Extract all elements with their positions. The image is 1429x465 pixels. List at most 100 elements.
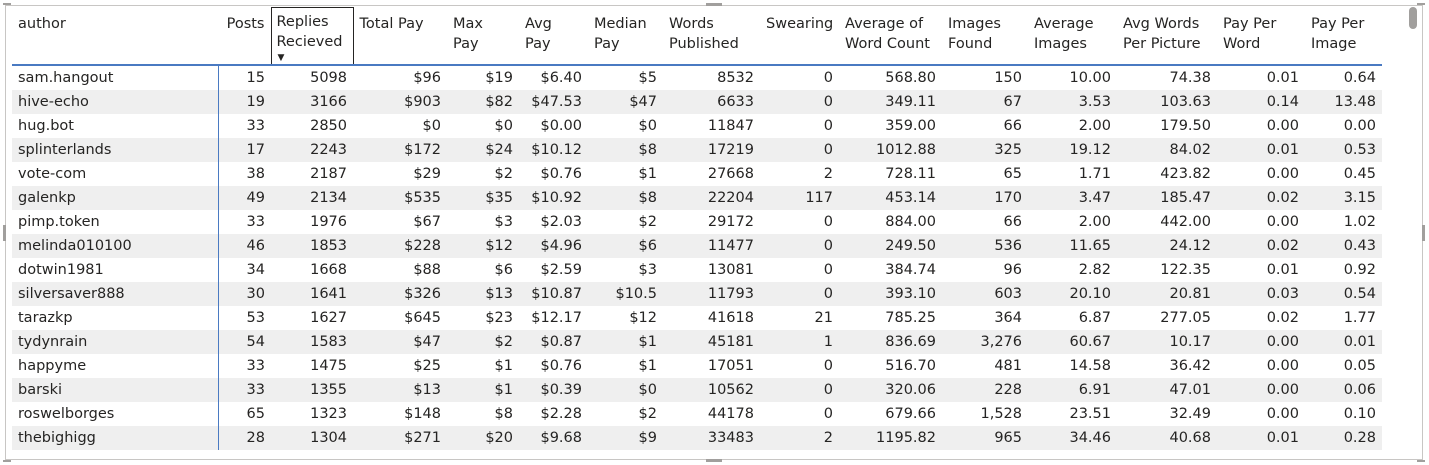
table-row[interactable]: barski 33 1355 $13 $1 $0.39 $0 10562 0 320.06 228 6… (12, 377, 1382, 402)
cell-median-pay: $8 (588, 185, 663, 210)
cell-words: 17219 (663, 137, 760, 162)
column-header-avg-pay[interactable]: Avg Pay (519, 8, 588, 65)
cell-replies: 1853 (271, 233, 353, 258)
table-row[interactable]: galenkp 49 2134 $535 $35 $10.92 $8 22204 117 453.… (12, 185, 1382, 210)
resize-handle-left[interactable] (3, 225, 6, 241)
cell-avg-word-count: 384.74 (885, 261, 936, 278)
cell-avg-words-per-picture: 74.38 (1169, 69, 1211, 86)
cell-swearing: 0 (760, 377, 839, 402)
table-row[interactable]: silversaver888 30 1641 $326 $13 $10.87 $10.5 11… (12, 281, 1382, 306)
table-row[interactable]: hive-echo 19 3166 $903 $82 $47.53 $47 6633 0 349.… (12, 89, 1382, 114)
cell-median-pay: $1 (638, 357, 657, 374)
cell-avg-images: 23.51 (1069, 405, 1111, 422)
table-row[interactable]: thebighigg 28 1304 $271 $20 $9.68 $9 33483 2 1195… (12, 425, 1382, 450)
cell-total-pay: $903 (353, 89, 447, 114)
cell-words: 11793 (663, 281, 760, 306)
cell-replies: 2243 (271, 137, 353, 162)
table-row[interactable]: roswelborges 65 1323 $148 $8 $2.28 $2 44178 0 679… (12, 401, 1382, 426)
column-header-avg-word-count[interactable]: Average of Word Count (839, 8, 942, 65)
column-header-author[interactable]: author (12, 8, 218, 65)
resize-handle-bottom[interactable] (706, 459, 722, 462)
table-body-viewport: author Posts Replies Recieved ▼ Total Pay Max… (12, 7, 1382, 459)
cell-author: melinda010100 (12, 233, 219, 258)
table-row[interactable]: dotwin1981 34 1668 $88 $6 $2.59 $3 13081 0 384.74… (12, 257, 1382, 282)
cell-author: happyme (12, 353, 219, 378)
table-row[interactable]: tydynrain 54 1583 $47 $2 $0.87 $1 45181 1 836.69 3… (12, 329, 1382, 354)
table-row[interactable]: tarazkp 53 1627 $645 $23 $12.17 $12 41618 21 785.… (12, 305, 1382, 330)
table-row[interactable]: pimp.token 33 1976 $67 $3 $2.03 $2 29172 0 884.00… (12, 209, 1382, 234)
cell-max-pay: $1 (447, 377, 519, 402)
cell-replies: 2850 (310, 117, 347, 134)
cell-avg-images: 11.65 (1028, 233, 1117, 258)
cell-pay-per-word: 0.02 (1266, 309, 1299, 326)
table-row[interactable]: happyme 33 1475 $25 $1 $0.76 $1 17051 0 516.70 481… (12, 353, 1382, 378)
cell-words: 33483 (663, 425, 760, 450)
cell-avg-pay: $2.03 (540, 213, 582, 230)
cell-replies: 3166 (271, 89, 353, 114)
column-header-replies[interactable]: Replies Recieved ▼ (270, 7, 354, 65)
column-header-words[interactable]: Words Published (663, 8, 760, 65)
table-row[interactable]: splinterlands 17 2243 $172 $24 $10.12 $8 17219 0… (12, 137, 1382, 162)
cell-words: 6633 (663, 89, 760, 114)
cell-images-found: 325 (942, 137, 1028, 162)
column-header-total-pay[interactable]: Total Pay (353, 8, 447, 65)
cell-avg-word-count: 249.50 (839, 233, 942, 258)
table-row[interactable]: sam.hangout 15 5098 $96 $19 $6.40 $5 8532 0 568.8… (12, 64, 1382, 90)
column-header-max-pay[interactable]: Max Pay (447, 8, 519, 65)
cell-images-found: 65 (1003, 165, 1022, 182)
column-header-median-pay[interactable]: Median Pay (588, 8, 663, 65)
cell-max-pay: $13 (447, 281, 519, 306)
cell-words: 27668 (707, 165, 754, 182)
table-row[interactable]: vote-com 38 2187 $29 $2 $0.76 $1 27668 2 728.11 65… (12, 161, 1382, 186)
vertical-scrollbar-thumb[interactable] (1409, 7, 1417, 29)
column-header-posts[interactable]: Posts (218, 8, 271, 65)
resize-handle-corner-tl[interactable] (3, 3, 11, 5)
column-header-swearing[interactable]: Swearing (760, 8, 839, 65)
resize-handle-corner-br[interactable] (1417, 460, 1425, 462)
column-header-pay-per-word[interactable]: Pay Per Word (1217, 8, 1305, 65)
cell-swearing: 0 (760, 233, 839, 258)
cell-avg-words-per-picture: 24.12 (1117, 233, 1217, 258)
cell-pay-per-word: 0.00 (1217, 329, 1305, 354)
cell-images-found: 96 (1003, 261, 1022, 278)
cell-median-pay: $6 (588, 233, 663, 258)
cell-replies: 1627 (310, 309, 347, 326)
cell-avg-words-per-picture: 10.17 (1117, 329, 1217, 354)
cell-avg-pay: $4.96 (519, 233, 588, 258)
cell-avg-images: 2.00 (1078, 117, 1111, 134)
cell-swearing: 0 (823, 213, 833, 230)
cell-posts: 28 (218, 425, 271, 450)
cell-avg-pay: $10.87 (519, 281, 588, 306)
cell-posts: 33 (246, 357, 265, 374)
table-row[interactable]: hug.bot 33 2850 $0 $0 $0.00 $0 11847 0 359.00 66 2.… (12, 113, 1382, 138)
cell-avg-word-count: 393.10 (839, 281, 942, 306)
cell-swearing: 21 (814, 309, 833, 326)
column-header-images-found[interactable]: Images Found (942, 8, 1028, 65)
resize-handle-corner-tr[interactable] (1417, 3, 1425, 5)
cell-total-pay: $326 (353, 281, 447, 306)
column-header-avg-words-per-picture[interactable]: Avg Words Per Picture (1117, 8, 1217, 65)
cell-avg-images: 1.71 (1078, 165, 1111, 182)
resize-handle-right[interactable] (1422, 225, 1425, 241)
column-header-pay-per-image[interactable]: Pay Per Image (1305, 8, 1382, 65)
cell-images-found: 170 (942, 185, 1028, 210)
column-header-avg-images[interactable]: Average Images (1028, 8, 1117, 65)
cell-swearing: 0 (823, 117, 833, 134)
cell-pay-per-image: 0.64 (1343, 69, 1376, 86)
column-header-label: author (18, 15, 66, 32)
table-header-row: author Posts Replies Recieved ▼ Total Pay Max… (12, 7, 1382, 65)
cell-median-pay: $8 (588, 137, 663, 162)
sort-descending-icon[interactable]: ▼ (277, 52, 285, 63)
cell-pay-per-word: 0.00 (1266, 213, 1299, 230)
resize-handle-top[interactable] (706, 3, 722, 6)
resize-handle-corner-bl[interactable] (3, 460, 11, 462)
cell-median-pay: $12 (629, 309, 657, 326)
cell-words: 11477 (663, 233, 760, 258)
cell-avg-words-per-picture: 47.01 (1117, 377, 1217, 402)
cell-max-pay: $82 (447, 89, 519, 114)
data-table: author Posts Replies Recieved ▼ Total Pay Max… (12, 7, 1382, 450)
cell-posts: 54 (218, 329, 271, 354)
cell-avg-word-count: 359.00 (885, 117, 936, 134)
cell-total-pay: $29 (413, 165, 441, 182)
table-row[interactable]: melinda010100 46 1853 $228 $12 $4.96 $6 11477 0 2… (12, 233, 1382, 258)
